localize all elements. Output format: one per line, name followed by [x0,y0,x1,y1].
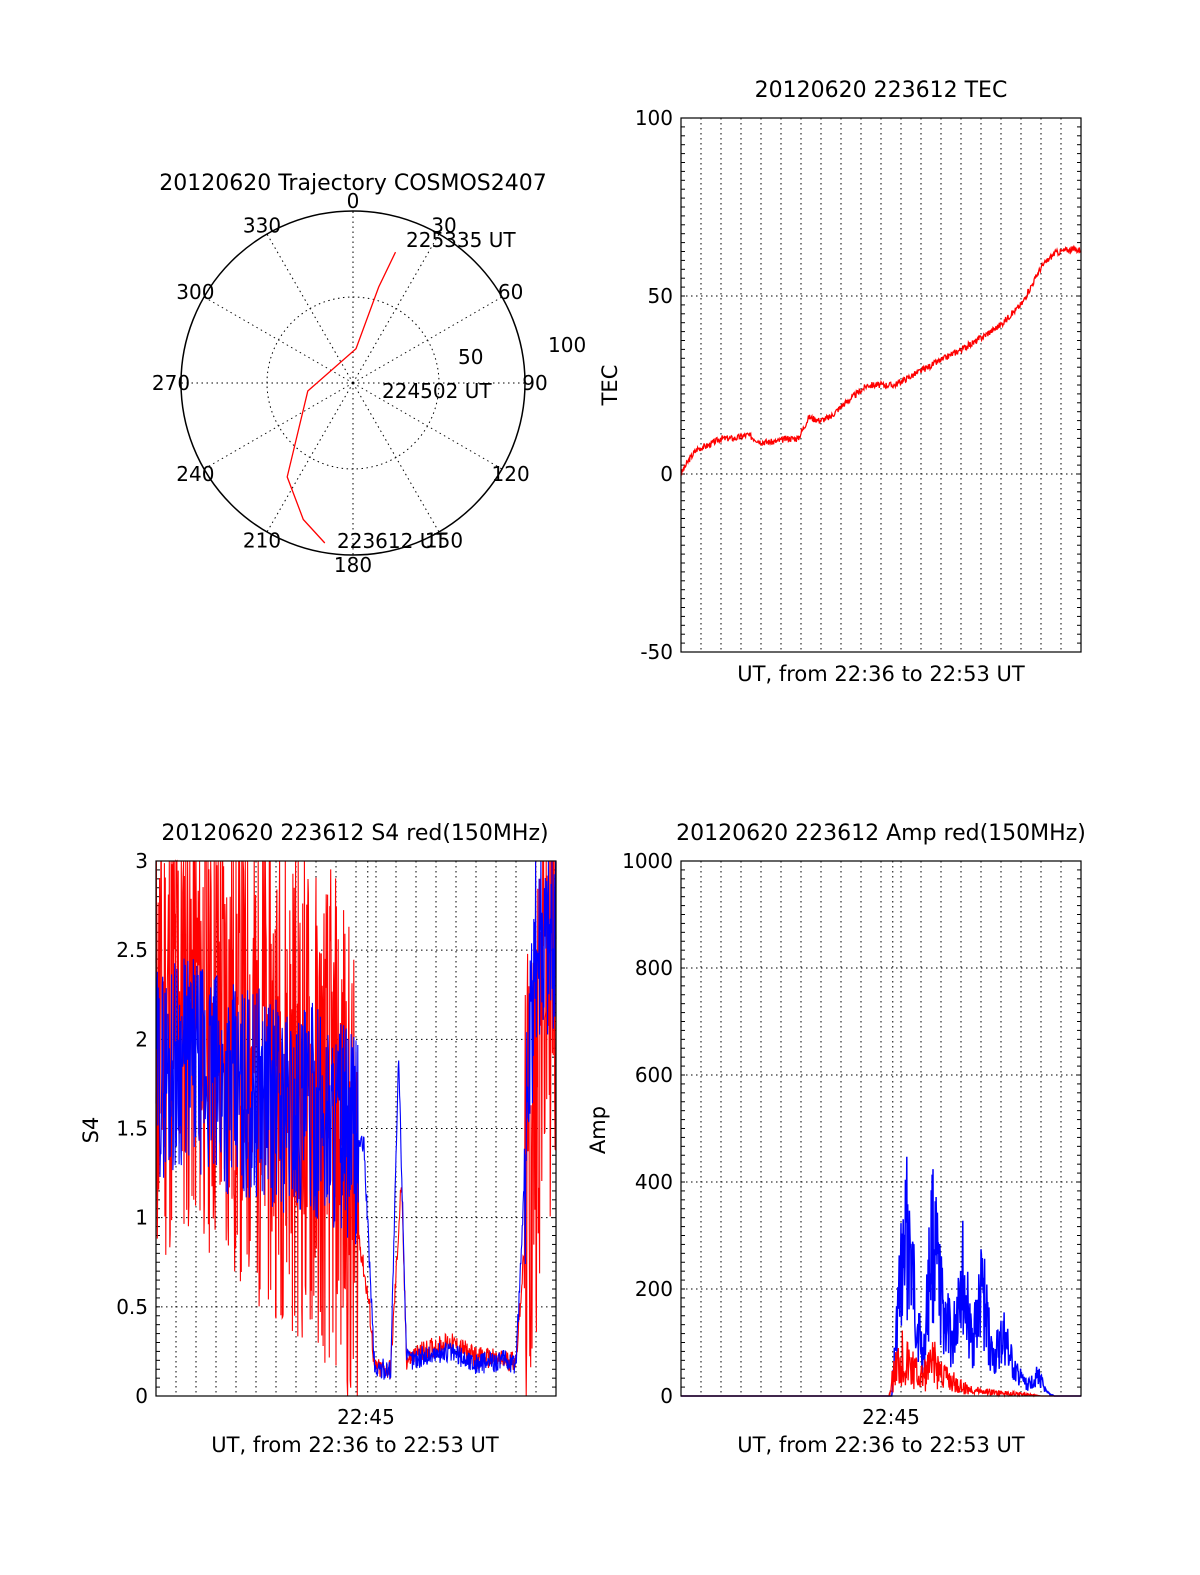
s4-y-ticks: 0 0.5 1 1.5 2 2.5 3 [116,849,148,1408]
polar-angle-label: 210 [243,529,281,553]
polar-spoke [352,296,503,384]
polar-angle-label: 60 [498,280,523,304]
polar-angle-label: 300 [176,280,214,304]
polar-angle-label: 270 [152,371,190,395]
amp-y-tick-label: 0 [660,1384,673,1408]
polar-angle-label: 150 [425,529,463,553]
polar-annotation-end: 225335 UT [406,228,516,252]
tec-panel: 20120620 223612 TEC -50 0 50 100 TEC UT, fr… [598,78,1082,686]
polar-spokes [181,211,525,555]
s4-x-tick-label: 22:45 [337,1405,395,1429]
polar-angle-label: 120 [492,462,530,486]
polar-angle-labels: 0 30 60 90 120 150 180 210 240 270 300 330 [152,189,548,577]
polar-panel: 20120620 Trajectory COSMOS2407 0 30 60 90 12… [152,171,586,577]
tec-y-tick-label: -50 [640,640,673,664]
tec-y-label: TEC [598,365,622,407]
amp-title: 20120620 223612 Amp red(150MHz) [676,821,1086,846]
amp-y-tick-label: 800 [635,956,673,980]
polar-spoke [203,296,354,384]
amp-x-label: UT, from 22:36 to 22:53 UT [737,1433,1025,1457]
polar-spoke [352,382,503,470]
s4-y-tick-label: 1.5 [116,1117,148,1141]
polar-spoke [352,382,440,533]
polar-angle-label: 240 [176,462,214,486]
tec-grid [681,117,1081,653]
polar-annotation-mid: 224502 UT [382,379,492,403]
polar-outer-circle [180,210,526,556]
polar-spoke [203,382,354,470]
amp-frame [680,860,1082,1397]
tec-y-ticks: -50 0 50 100 [635,106,673,664]
s4-y-tick-label: 2 [135,1027,148,1051]
s4-y-tick-label: 0.5 [116,1295,148,1319]
polar-spoke [352,233,440,384]
amp-y-tick-label: 1000 [622,849,673,873]
tec-y-tick-label: 50 [648,284,673,308]
amp-y-label: Amp [586,1106,610,1154]
polar-angle-label: 90 [522,371,547,395]
polar-spoke [266,382,354,533]
tec-y-tick-label: 0 [660,462,673,486]
tec-frame [680,117,1082,653]
polar-trajectory-line [286,251,397,544]
s4-y-tick-label: 0 [135,1384,148,1408]
s4-y-tick-label: 3 [135,849,148,873]
polar-angle-label: 180 [334,553,372,577]
tec-x-label: UT, from 22:36 to 22:53 UT [737,662,1025,686]
s4-frame [155,860,557,1397]
s4-title: 20120620 223612 S4 red(150MHz) [161,821,548,846]
polar-annotation-start: 223612 UT [337,529,447,553]
amp-panel: 20120620 223612 Amp red(150MHz) 0 200 400 6… [586,821,1086,1457]
polar-radius-label-100: 100 [548,333,586,357]
polar-spoke [266,233,354,384]
s4-y-tick-label: 2.5 [116,938,148,962]
s4-y-tick-label: 1 [135,1206,148,1230]
amp-grid [681,860,1081,1397]
polar-angle-label: 0 [347,189,360,213]
amp-y-tick-label: 200 [635,1277,673,1301]
polar-title: 20120620 Trajectory COSMOS2407 [159,171,546,196]
polar-angle-label: 330 [243,213,281,237]
polar-radius-label-50: 50 [458,345,483,369]
amp-y-ticks: 0 200 400 600 800 1000 [622,849,673,1408]
s4-y-label: S4 [79,1117,103,1144]
amp-y-tick-label: 600 [635,1063,673,1087]
s4-x-label: UT, from 22:36 to 22:53 UT [211,1433,499,1457]
s4-panel: 20120620 223612 S4 red(150MHz) 0 0.5 1 1.5 2… [79,821,557,1457]
tec-title: 20120620 223612 TEC [755,78,1008,103]
polar-angle-label: 30 [431,213,456,237]
amp-x-tick-label: 22:45 [862,1405,920,1429]
tec-series-line [680,244,1082,476]
tec-y-tick-label: 100 [635,106,673,130]
s4-blue-series-line [155,860,557,1380]
amp-y-tick-label: 400 [635,1170,673,1194]
